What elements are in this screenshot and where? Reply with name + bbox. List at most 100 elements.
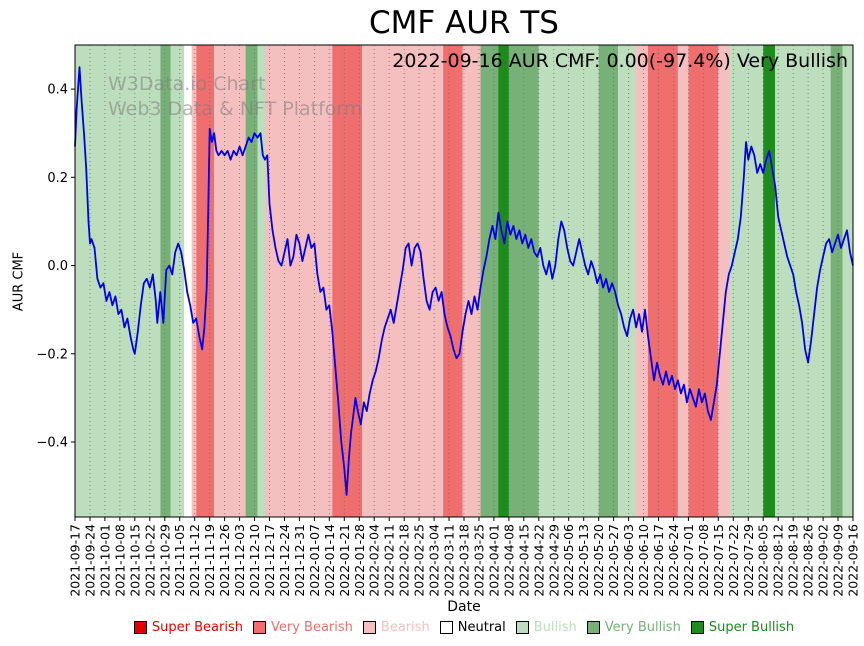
x-tick-label: 2022-02-18 <box>397 524 412 597</box>
x-tick-label: 2022-01-21 <box>337 524 352 597</box>
x-tick-label: 2022-06-03 <box>621 524 636 597</box>
legend-label-super_bearish: Super Bearish <box>151 620 243 635</box>
x-tick-label: 2022-01-07 <box>307 524 322 597</box>
legend-label-very_bearish: Very Bearish <box>271 620 353 635</box>
legend-item-very_bearish: Very Bearish <box>253 620 353 635</box>
x-tick-label: 2021-10-08 <box>112 524 127 597</box>
sentiment-band-bullish <box>775 45 831 517</box>
x-tick-label: 2022-07-15 <box>711 524 726 597</box>
x-tick-label: 2022-04-29 <box>546 524 561 597</box>
x-tick-label: 2022-07-29 <box>741 524 756 597</box>
legend-swatch-super_bearish <box>133 621 147 634</box>
x-tick-label: 2021-12-17 <box>262 524 277 597</box>
sentiment-band-bearish <box>718 45 731 517</box>
x-tick-label: 2022-07-01 <box>681 524 696 597</box>
x-tick-label: 2021-12-10 <box>247 524 262 597</box>
y-tick-label: −0.4 <box>36 436 68 451</box>
y-tick-label: 0.0 <box>47 259 68 274</box>
x-tick-label: 2022-06-17 <box>651 524 666 597</box>
legend-swatch-bullish <box>515 621 529 634</box>
x-tick-label: 2022-02-04 <box>367 524 382 597</box>
sentiment-band-very_bullish <box>245 45 258 517</box>
x-tick-label: 2021-10-15 <box>127 524 142 597</box>
legend-item-bearish: Bearish <box>362 620 430 635</box>
legend-item-very_bullish: Very Bullish <box>586 620 681 635</box>
x-tick-label: 2022-07-22 <box>726 524 741 597</box>
legend-label-very_bullish: Very Bullish <box>604 620 681 635</box>
x-tick-label: 2022-01-28 <box>352 524 367 597</box>
y-axis-label: AUR CMF <box>11 251 27 312</box>
sentiment-band-bearish <box>636 45 649 517</box>
x-tick-label: 2022-06-10 <box>636 524 651 597</box>
watermark: W3Data.io Chart Web3 Data & NFT Platform <box>108 72 362 122</box>
x-tick-label: 2022-03-04 <box>427 524 442 597</box>
x-tick-label: 2022-05-20 <box>591 524 606 597</box>
x-tick-label: 2022-08-05 <box>756 524 771 597</box>
x-tick-label: 2021-12-31 <box>292 524 307 597</box>
sentiment-band-bearish <box>214 45 246 517</box>
x-tick-label: 2022-08-19 <box>786 524 801 597</box>
x-tick-label: 2021-12-24 <box>277 524 292 597</box>
x-tick-label: 2021-10-01 <box>97 524 112 597</box>
x-tick-label: 2022-04-15 <box>516 524 531 597</box>
x-tick-label: 2022-02-11 <box>382 524 397 597</box>
legend-swatch-bearish <box>362 621 376 634</box>
legend-label-bearish: Bearish <box>380 620 430 635</box>
sentiment-band-very_bullish <box>480 45 499 517</box>
x-tick-label: 2022-08-26 <box>801 524 816 597</box>
sentiment-band-very_bullish <box>598 45 619 517</box>
legend-label-bullish: Bullish <box>533 620 577 635</box>
x-axis-label: Date <box>447 599 481 615</box>
legend-item-super_bearish: Super Bearish <box>133 620 243 635</box>
x-tick-label: 2022-06-24 <box>666 524 681 597</box>
legend-label-neutral: Neutral <box>457 620 506 635</box>
sentiment-band-bearish <box>265 45 333 517</box>
x-tick-label: 2022-02-25 <box>412 524 427 597</box>
sentiment-band-bullish <box>842 45 853 517</box>
sentiment-band-bearish <box>677 45 689 517</box>
x-tick-label: 2022-03-11 <box>442 524 457 597</box>
x-tick-label: 2022-08-12 <box>771 524 786 597</box>
x-tick-label: 2022-09-02 <box>816 524 831 597</box>
cmf-line <box>74 66 854 496</box>
y-tick-label: −0.2 <box>36 347 68 362</box>
x-tick-label: 2021-11-12 <box>187 524 202 597</box>
x-tick-label: 2021-10-29 <box>157 524 172 597</box>
sentiment-band-bullish <box>257 45 265 517</box>
sentiment-band-bearish <box>362 45 444 517</box>
x-tick-label: 2021-12-03 <box>232 524 247 597</box>
legend-swatch-very_bullish <box>586 621 600 634</box>
x-tick-label: 2021-11-19 <box>202 524 217 597</box>
annotation-text: 2022-09-16 AUR CMF: 0.00(-97.4%) Very Bu… <box>392 50 848 72</box>
x-tick-label: 2022-04-08 <box>501 524 516 597</box>
chart-title: CMF AUR TS <box>369 5 559 41</box>
sentiment-band-very_bearish <box>332 45 363 517</box>
sentiment-band-bullish <box>730 45 764 517</box>
sentiment-band-super_bullish <box>763 45 776 517</box>
legend-item-neutral: Neutral <box>439 620 506 635</box>
x-tick-label: 2021-09-24 <box>83 524 98 597</box>
x-tick-label: 2021-11-05 <box>172 524 187 597</box>
sentiment-band-very_bearish <box>648 45 678 517</box>
x-tick-label: 2022-03-25 <box>472 524 487 597</box>
x-tick-label: 2022-07-08 <box>696 524 711 597</box>
y-tick-label: 0.2 <box>47 171 68 186</box>
sentiment-band-bearish <box>462 45 481 517</box>
y-tick-label: 0.4 <box>47 83 68 98</box>
x-tick-label: 2022-04-22 <box>531 524 546 597</box>
legend-swatch-super_bullish <box>690 621 704 634</box>
legend-item-bullish: Bullish <box>515 620 577 635</box>
watermark-line1: W3Data.io Chart <box>108 73 266 95</box>
sentiment-band-super_bullish <box>498 45 509 517</box>
x-tick-label: 2021-09-17 <box>68 524 83 597</box>
sentiment-band-bearish <box>191 45 197 517</box>
sentiment-band-neutral <box>184 45 192 517</box>
legend-label-super_bullish: Super Bullish <box>708 620 795 635</box>
watermark-line2: Web3 Data & NFT Platform <box>108 98 363 120</box>
x-tick-label: 2022-09-09 <box>831 524 846 597</box>
legend-swatch-very_bearish <box>253 621 266 634</box>
legend-item-super_bullish: Super Bullish <box>690 620 795 635</box>
x-tick-label: 2021-10-22 <box>142 524 157 597</box>
